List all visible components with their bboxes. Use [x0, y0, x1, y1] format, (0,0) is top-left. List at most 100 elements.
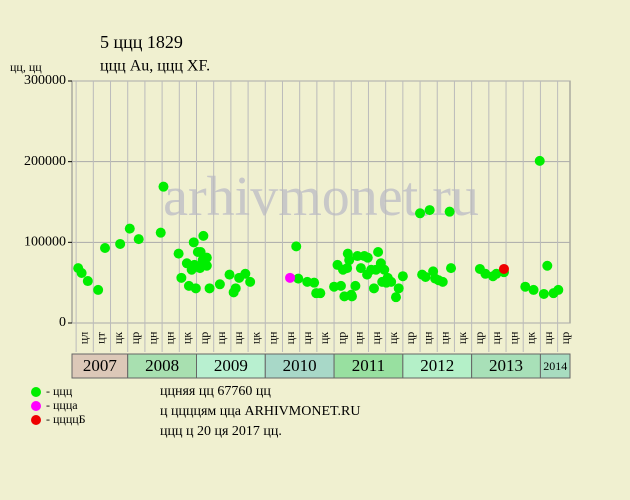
year-label: 2008 — [145, 356, 179, 375]
point — [390, 292, 401, 303]
point — [240, 268, 251, 279]
quarter-label: цн — [506, 331, 520, 344]
point — [491, 268, 502, 279]
quarter-label: цр — [128, 332, 142, 344]
point — [498, 263, 509, 274]
legend-marker — [31, 415, 41, 425]
point — [198, 230, 209, 241]
legend-label: - ццццБ — [46, 412, 86, 426]
quarter-label: цк — [386, 332, 400, 344]
year-box — [71, 353, 129, 379]
y-tick-label: 100000 — [24, 235, 66, 250]
point — [245, 276, 256, 287]
quarter-label: цн — [145, 331, 159, 344]
year-label: 2011 — [352, 356, 385, 375]
point — [201, 252, 212, 263]
point — [538, 288, 549, 299]
point — [309, 277, 320, 288]
legend-marker — [31, 387, 41, 397]
point — [204, 283, 215, 294]
point — [176, 272, 187, 283]
legend-label: - ццц — [46, 384, 73, 398]
point — [291, 241, 302, 252]
quarter-label: цр — [472, 332, 486, 344]
point — [355, 263, 366, 274]
point — [520, 281, 531, 292]
quarter-label: цн — [300, 331, 314, 344]
year-box — [264, 353, 335, 379]
quarter-label: цк — [455, 332, 469, 344]
quarter-label: цн — [214, 331, 228, 344]
point — [124, 223, 135, 234]
chart-title: 5 ццц 1829 — [100, 32, 183, 52]
point — [315, 288, 326, 299]
quarter-label: цн — [352, 331, 366, 344]
point — [437, 276, 448, 287]
quarter-label: цк — [248, 332, 262, 344]
point — [214, 279, 225, 290]
point — [76, 267, 87, 278]
point — [424, 205, 435, 216]
quarter-label: цк — [524, 332, 538, 344]
y-tick-label: 0 — [59, 315, 66, 330]
year-label: 2007 — [83, 356, 118, 375]
point — [82, 276, 93, 287]
year-label: 2012 — [420, 356, 454, 375]
point — [368, 283, 379, 294]
quarter-label: цл — [76, 332, 90, 344]
point — [534, 155, 545, 166]
point — [201, 260, 212, 271]
point — [528, 284, 539, 295]
year-box — [333, 353, 404, 379]
quarter-label: цк — [180, 332, 194, 344]
quarter-label: цр — [403, 332, 417, 344]
quarter-label: цн — [231, 331, 245, 344]
quarter-label: цк — [111, 332, 125, 344]
point — [379, 264, 390, 275]
point — [190, 283, 201, 294]
point — [230, 283, 241, 294]
point — [420, 272, 431, 283]
quarter-label: цк — [317, 332, 331, 344]
point — [158, 181, 169, 192]
point — [133, 234, 144, 245]
point — [115, 238, 126, 249]
point — [393, 283, 404, 294]
quarter-label: цн — [420, 331, 434, 344]
legend-marker — [31, 401, 41, 411]
y-tick-label: 200000 — [24, 154, 66, 169]
quarter-label: цн — [438, 331, 452, 344]
point — [293, 273, 304, 284]
point — [553, 284, 564, 295]
point — [342, 263, 353, 274]
quarter-label: цр — [334, 332, 348, 344]
quarter-label: цн — [489, 331, 503, 344]
y-axis-label: цц, цц — [10, 60, 42, 74]
quarter-label: цн — [266, 331, 280, 344]
point — [100, 242, 111, 253]
point — [285, 272, 296, 283]
year-box — [471, 353, 541, 379]
quarter-label: цн — [162, 331, 176, 344]
point — [224, 269, 235, 280]
quarter-label: цт — [94, 331, 108, 343]
note: ццц ц 20 ця 2017 цц. — [160, 424, 282, 439]
quarter-label: цн — [369, 331, 383, 344]
quarter-label: цр — [197, 332, 211, 344]
point — [415, 208, 426, 219]
point — [386, 276, 397, 287]
point — [397, 271, 408, 282]
legend-label: - ццца — [46, 398, 78, 412]
point — [155, 227, 166, 238]
point — [373, 247, 384, 258]
point — [335, 280, 346, 291]
point — [444, 206, 455, 217]
point — [446, 263, 457, 274]
point — [346, 291, 357, 302]
point — [344, 255, 355, 266]
point — [93, 284, 104, 295]
point — [362, 252, 373, 263]
note: ц ццццям цца ARHIVMONET.RU — [160, 404, 360, 419]
chart-subtitle: ццц Au, ццц XF. — [100, 58, 210, 75]
